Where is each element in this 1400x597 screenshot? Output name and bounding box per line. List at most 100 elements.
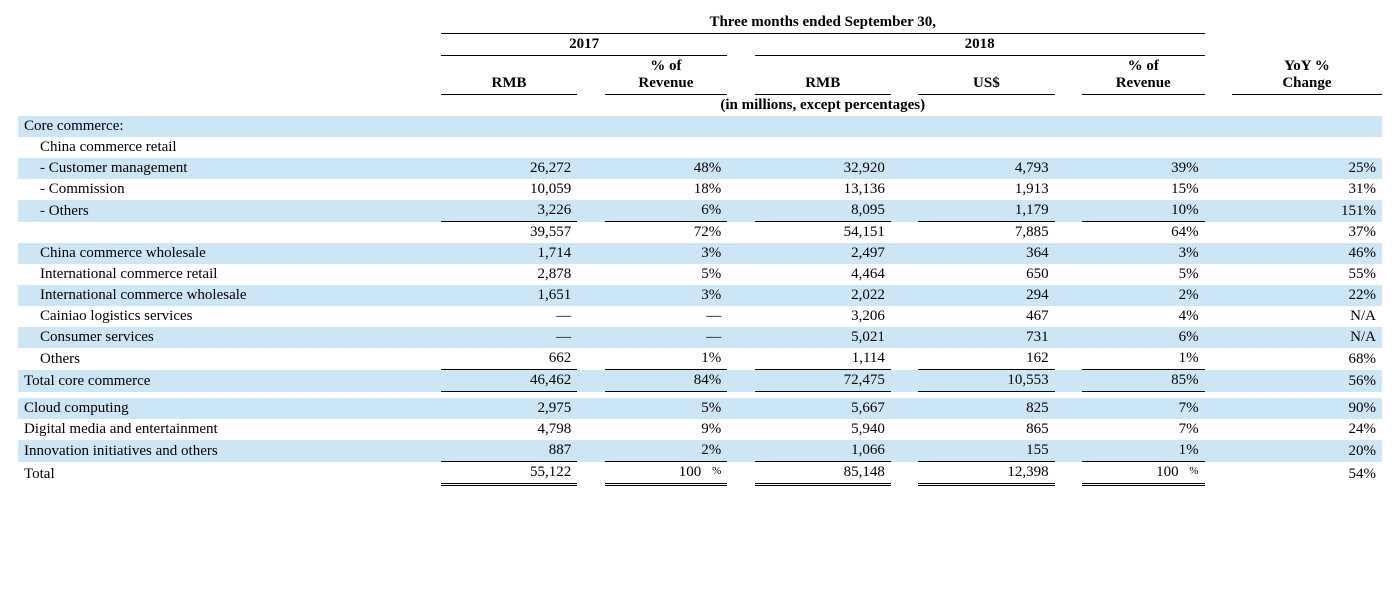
cell-rmb18: 5,667 — [755, 398, 891, 419]
cell-pct17: — — [605, 327, 728, 348]
row-china-retail-hdr: China commerce retail — [18, 137, 1382, 158]
cell-usd18: 650 — [918, 264, 1054, 285]
row-others-retail: - Others 3,226 6% 8,095 1,179 10% 151% — [18, 200, 1382, 222]
cell-usd18: 10,553 — [918, 370, 1054, 392]
cell-rmb18: 5,021 — [755, 327, 891, 348]
row-others-core: Others 662 1% 1,114 162 1% 68% — [18, 348, 1382, 370]
cell-pct17: 48% — [605, 158, 728, 179]
cell-usd18: 364 — [918, 243, 1054, 264]
cell-pct18: 6% — [1082, 327, 1205, 348]
cell-pct18: 1% — [1082, 348, 1205, 370]
row-china-retail-subtotal: 39,557 72% 54,151 7,885 64% 37% — [18, 222, 1382, 244]
row-total: Total 55,122 100% 85,148 12,398 100% 54% — [18, 462, 1382, 485]
cell-pct17: 5% — [605, 398, 728, 419]
cell-label: Total — [18, 462, 441, 485]
cell-rmb18: 1,114 — [755, 348, 891, 370]
cell-pct17: 5% — [605, 264, 728, 285]
cell-pct17: 100% — [605, 462, 728, 485]
cell-label: Cainiao logistics services — [18, 306, 441, 327]
cell-usd18: 162 — [918, 348, 1054, 370]
cell-pct18: 7% — [1082, 398, 1205, 419]
col-rmb-2018: RMB — [755, 56, 891, 95]
cell-yoy: N/A — [1232, 306, 1382, 327]
cell-label: Others — [18, 348, 441, 370]
cell-label — [18, 222, 441, 244]
cell-label: China commerce wholesale — [18, 243, 441, 264]
cell-rmb18: 1,066 — [755, 440, 891, 462]
row-consumer-services: Consumer services — — 5,021 731 6% N/A — [18, 327, 1382, 348]
cell-usd18: 12,398 — [918, 462, 1054, 485]
cell-yoy: 90% — [1232, 398, 1382, 419]
row-innovation: Innovation initiatives and others 887 2%… — [18, 440, 1382, 462]
cell-yoy: 54% — [1232, 462, 1382, 485]
cell-label: - Commission — [18, 179, 441, 200]
cell-rmb17: 26,272 — [441, 158, 577, 179]
row-intl-wholesale: International commerce wholesale 1,651 3… — [18, 285, 1382, 306]
cell-pct17: — — [605, 306, 728, 327]
cell-rmb18: 54,151 — [755, 222, 891, 244]
cell-rmb18: 8,095 — [755, 200, 891, 222]
row-cloud: Cloud computing 2,975 5% 5,667 825 7% 90… — [18, 398, 1382, 419]
cell-usd18: 825 — [918, 398, 1054, 419]
cell-label: Total core commerce — [18, 370, 441, 392]
cell-yoy: 46% — [1232, 243, 1382, 264]
cell-rmb17: 2,878 — [441, 264, 577, 285]
cell-usd18: 467 — [918, 306, 1054, 327]
cell-usd18: 4,793 — [918, 158, 1054, 179]
cell-pct17: 72% — [605, 222, 728, 244]
cell-pct18: 5% — [1082, 264, 1205, 285]
cell-yoy: 31% — [1232, 179, 1382, 200]
label-core-commerce: Core commerce: — [18, 116, 441, 137]
cell-rmb17: 55,122 — [441, 462, 577, 485]
cell-pct18: 4% — [1082, 306, 1205, 327]
cell-pct18: 39% — [1082, 158, 1205, 179]
cell-label: Consumer services — [18, 327, 441, 348]
col-pctrev-2017: % ofRevenue — [605, 56, 728, 95]
cell-pct18: 7% — [1082, 419, 1205, 440]
cell-pct17: 2% — [605, 440, 728, 462]
cell-rmb17: 10,059 — [441, 179, 577, 200]
header-2018: 2018 — [755, 34, 1205, 56]
cell-pct17: 3% — [605, 285, 728, 306]
cell-pct18: 15% — [1082, 179, 1205, 200]
col-usd-2018: US$ — [918, 56, 1054, 95]
header-period: Three months ended September 30, — [441, 12, 1205, 34]
cell-usd18: 1,179 — [918, 200, 1054, 222]
cell-yoy: 22% — [1232, 285, 1382, 306]
cell-pct17: 1% — [605, 348, 728, 370]
col-rmb-2017: RMB — [441, 56, 577, 95]
header-note-row: (in millions, except percentages) — [18, 95, 1382, 117]
row-intl-retail: International commerce retail 2,878 5% 4… — [18, 264, 1382, 285]
cell-rmb17: 1,714 — [441, 243, 577, 264]
cell-yoy: 56% — [1232, 370, 1382, 392]
cell-yoy: 20% — [1232, 440, 1382, 462]
col-yoy: YoY %Change — [1232, 56, 1382, 95]
row-total-core: Total core commerce 46,462 84% 72,475 10… — [18, 370, 1382, 392]
cell-label: - Others — [18, 200, 441, 222]
cell-usd18: 731 — [918, 327, 1054, 348]
label-china-retail: China commerce retail — [18, 137, 441, 158]
cell-rmb17: 39,557 — [441, 222, 577, 244]
cell-label: Innovation initiatives and others — [18, 440, 441, 462]
cell-rmb17: 3,226 — [441, 200, 577, 222]
cell-yoy: 37% — [1232, 222, 1382, 244]
cell-rmb17: — — [441, 306, 577, 327]
cell-pct17: 3% — [605, 243, 728, 264]
cell-rmb18: 72,475 — [755, 370, 891, 392]
row-cainiao: Cainiao logistics services — — 3,206 467… — [18, 306, 1382, 327]
cell-usd18: 865 — [918, 419, 1054, 440]
row-customer-management: - Customer management 26,272 48% 32,920 … — [18, 158, 1382, 179]
cell-pct18: 3% — [1082, 243, 1205, 264]
cell-yoy: 151% — [1232, 200, 1382, 222]
cell-yoy: 68% — [1232, 348, 1382, 370]
cell-rmb18: 85,148 — [755, 462, 891, 485]
cell-yoy: 25% — [1232, 158, 1382, 179]
cell-rmb18: 3,206 — [755, 306, 891, 327]
row-china-wholesale: China commerce wholesale 1,714 3% 2,497 … — [18, 243, 1382, 264]
cell-pct18: 10% — [1082, 200, 1205, 222]
cell-rmb17: 2,975 — [441, 398, 577, 419]
cell-usd18: 7,885 — [918, 222, 1054, 244]
header-row-super: Three months ended September 30, — [18, 12, 1382, 34]
cell-rmb18: 2,497 — [755, 243, 891, 264]
cell-yoy: N/A — [1232, 327, 1382, 348]
